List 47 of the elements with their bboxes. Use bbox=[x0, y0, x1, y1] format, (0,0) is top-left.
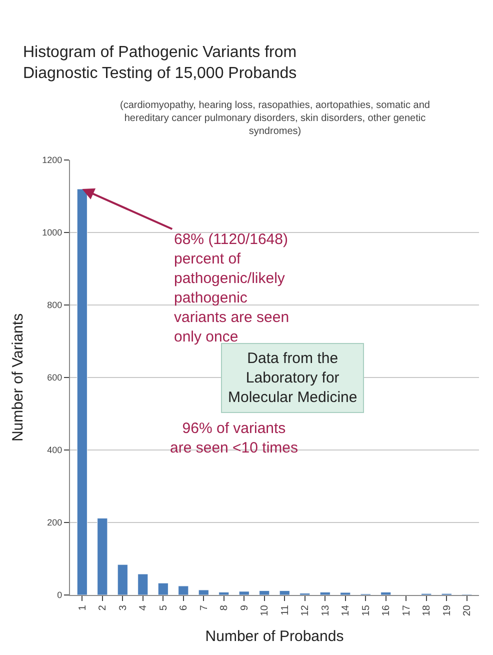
annotation: 96% of variants are seen <10 times bbox=[170, 420, 298, 456]
y-tick-label: 1200 bbox=[42, 155, 62, 166]
x-tick-label: 17 bbox=[401, 604, 412, 616]
x-tick-label: 1 bbox=[77, 604, 88, 611]
x-tick-label: 9 bbox=[239, 604, 250, 611]
annotation: Data from the Laboratory for Molecular Medicine bbox=[228, 350, 358, 406]
x-tick-label: 4 bbox=[138, 604, 150, 611]
x-tick-label: 20 bbox=[462, 604, 474, 616]
bar bbox=[158, 582, 168, 595]
bar bbox=[320, 592, 330, 595]
bar bbox=[340, 592, 351, 595]
x-tick-label: 13 bbox=[320, 604, 332, 616]
x-tick-label: 2 bbox=[98, 604, 109, 611]
y-tick-label: 1000 bbox=[42, 228, 62, 238]
x-tick-label: 6 bbox=[178, 604, 190, 611]
y-tick-label: 600 bbox=[47, 372, 62, 383]
x-tick-label: 8 bbox=[219, 604, 230, 611]
y-tick-label: 200 bbox=[47, 518, 62, 528]
y-tick-label: 400 bbox=[47, 445, 62, 456]
x-tick-label: 5 bbox=[158, 604, 170, 611]
x-tick-label: 3 bbox=[118, 604, 129, 611]
x-tick-label: 11 bbox=[280, 604, 291, 616]
x-tick-label: 16 bbox=[381, 604, 392, 616]
bar bbox=[279, 590, 290, 595]
annotation: 68% (1120/1648) percent of pathogenic/likely pathogenic variants are seen only once bbox=[174, 231, 290, 346]
x-tick-label: 15 bbox=[360, 604, 372, 616]
y-axis-title: Number of Variants bbox=[9, 313, 26, 442]
bar bbox=[117, 564, 128, 595]
chart-title: Histogram of Pathogenic Variants from Diagnostic Testing of 15,000 Probands bbox=[23, 44, 297, 82]
y-tick-label: 800 bbox=[47, 300, 62, 310]
bar bbox=[380, 592, 392, 595]
x-tick-label: 12 bbox=[300, 604, 312, 616]
bar bbox=[97, 518, 108, 595]
bar bbox=[198, 590, 209, 595]
x-tick-label: 10 bbox=[260, 604, 271, 616]
y-tick-label: 0 bbox=[57, 590, 62, 600]
x-axis-title: Number of Probands bbox=[205, 628, 344, 646]
x-tick-label: 18 bbox=[422, 604, 433, 616]
bar bbox=[138, 574, 148, 595]
bar bbox=[259, 590, 270, 595]
bar bbox=[218, 592, 230, 595]
bar bbox=[238, 591, 250, 595]
x-tick-label: 14 bbox=[340, 604, 352, 616]
chart-subtitle: (cardiomyopathy, hearing loss, rasopathies, aortopathies, somatic and hereditary cancer pulmonary disorders, skin disorders, other genetic syndromes) bbox=[120, 100, 430, 137]
bar bbox=[178, 586, 189, 595]
x-tick-label: 7 bbox=[198, 604, 210, 611]
x-tick-label: 19 bbox=[442, 604, 453, 616]
